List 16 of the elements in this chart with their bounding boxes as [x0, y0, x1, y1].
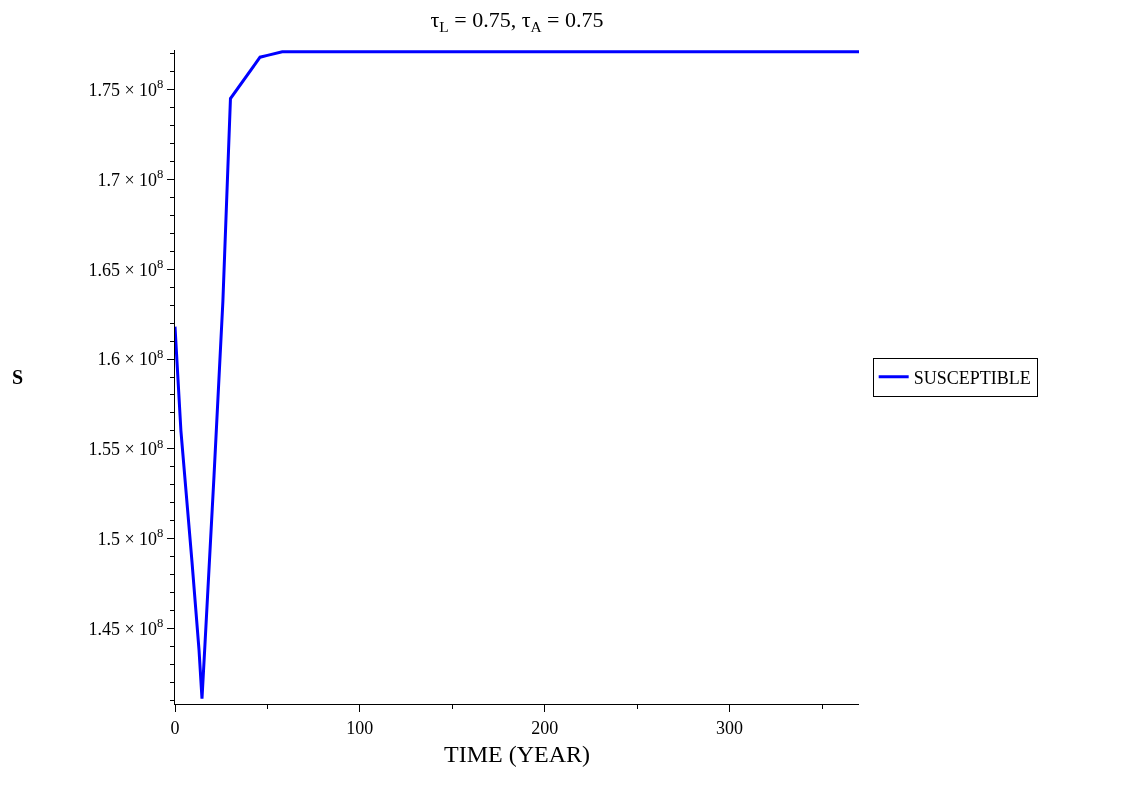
y-tick-label: 1.45 × 10$^{8}$ [88, 616, 164, 639]
y-tick-label: 1.5 × 10$^{8}$ [97, 526, 164, 549]
x-tick-label: 0 [170, 717, 180, 738]
legend-label: SUSCEPTIBLE [913, 367, 1031, 388]
line-series [175, 50, 859, 701]
x-tick-label: 100 [346, 717, 374, 738]
x-axis-title: TIME (YEAR) [444, 740, 590, 767]
y-tick-label: 1.55 × 10$^{8}$ [88, 436, 164, 460]
y-axis-title: S [12, 366, 24, 388]
y-tick-label: 1.65 × 10$^{8}$ [88, 256, 164, 280]
x-tick-label: 300 [716, 717, 744, 738]
y-tick-label: 1.75 × 10$^{8}$ [88, 77, 164, 100]
y-tick-label: 1.6 × 10$^{8}$ [97, 346, 164, 370]
y-tick-label: 1.7 × 10$^{8}$ [97, 167, 164, 190]
chart-title: τ$_{L}$ = 0.75, τ$_{A}$ = 0.75 [430, 7, 604, 35]
x-tick-label: 200 [531, 717, 559, 738]
